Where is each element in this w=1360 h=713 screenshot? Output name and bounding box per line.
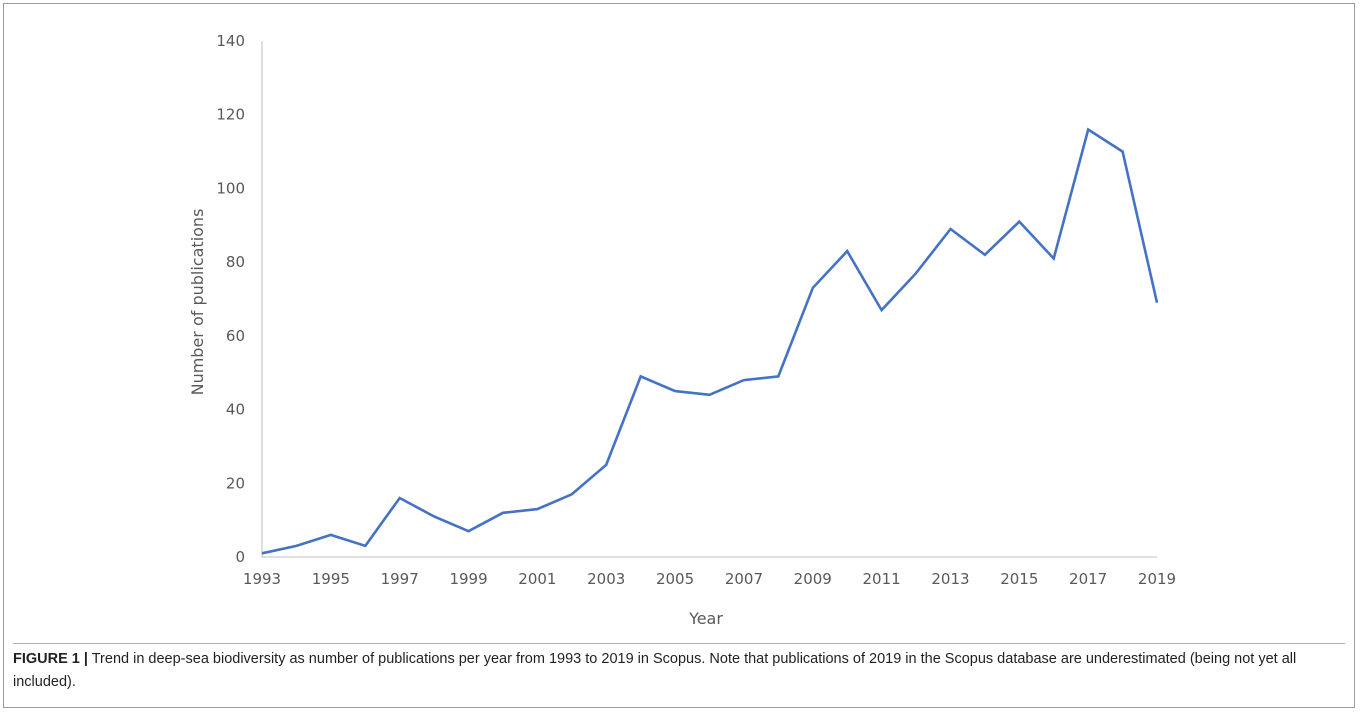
x-tick-label: 2005 — [656, 570, 694, 588]
x-tick-label: 1999 — [449, 570, 487, 588]
y-tick-label: 40 — [226, 401, 245, 419]
y-tick-label: 60 — [226, 327, 245, 345]
x-tick-label: 1995 — [312, 570, 350, 588]
figure-caption: FIGURE 1 | Trend in deep-sea biodiversit… — [13, 648, 1338, 694]
x-tick-label: 1993 — [243, 570, 281, 588]
line-chart: 0 20 40 60 80 100 120 140 1993 1995 1997 1999 2001 2… — [188, 32, 1176, 628]
x-tick-label: 1997 — [381, 570, 419, 588]
x-tick-label: 2015 — [1000, 570, 1038, 588]
x-axis-title: Year — [688, 609, 723, 628]
series-group — [261, 127, 1159, 555]
x-tick-label: 2011 — [863, 570, 901, 588]
y-axis: 0 20 40 60 80 100 120 140 — [216, 32, 263, 566]
y-tick-label: 120 — [216, 106, 245, 124]
x-tick-label: 2009 — [794, 570, 832, 588]
y-tick-label: 100 — [216, 179, 245, 197]
y-tick-label: 80 — [226, 253, 245, 271]
y-tick-label: 20 — [226, 474, 245, 492]
x-tick-label: 2017 — [1069, 570, 1107, 588]
x-tick-label: 2001 — [518, 570, 556, 588]
caption-label: FIGURE 1 | — [13, 651, 88, 667]
y-tick-label: 0 — [235, 548, 245, 566]
x-tick-label: 2019 — [1138, 570, 1176, 588]
y-tick-label: 140 — [216, 32, 245, 50]
x-tick-label: 2013 — [931, 570, 969, 588]
x-tick-label: 2003 — [587, 570, 625, 588]
y-axis-title: Number of publications — [188, 209, 207, 396]
series-line — [261, 127, 1159, 555]
figure-frame: 0 20 40 60 80 100 120 140 1993 1995 1997 1999 2001 2… — [3, 3, 1355, 708]
x-axis: 1993 1995 1997 1999 2001 2003 2005 2007 2009 2011… — [243, 556, 1176, 588]
x-tick-label: 2007 — [725, 570, 763, 588]
caption-text: Trend in deep-sea biodiversity as number… — [13, 651, 1297, 690]
caption-divider — [13, 643, 1345, 644]
